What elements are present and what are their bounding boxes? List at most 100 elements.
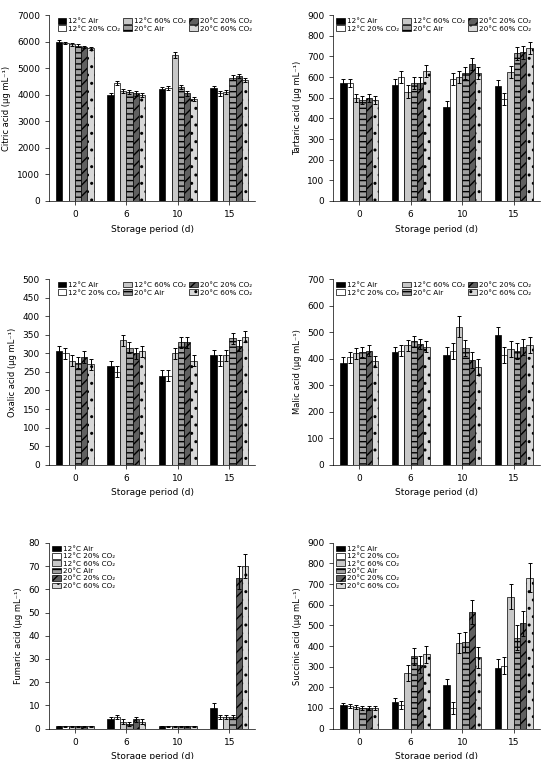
Bar — [347, 706, 353, 729]
Bar — [462, 73, 469, 201]
Bar — [398, 705, 404, 729]
Bar — [235, 578, 242, 729]
Bar — [165, 376, 172, 465]
Bar — [417, 665, 423, 729]
Bar — [398, 77, 404, 201]
Legend: 12°C Air, 12°C 20% CO₂, 12°C 60% CO₂, 20°C Air, 20°C 20% CO₂, 20°C 60% CO₂: 12°C Air, 12°C 20% CO₂, 12°C 60% CO₂, 20… — [57, 17, 253, 33]
Bar — [235, 346, 242, 465]
Bar — [392, 352, 398, 465]
Bar — [132, 354, 139, 465]
Bar — [126, 724, 132, 729]
Bar — [178, 342, 184, 465]
Bar — [114, 717, 120, 729]
Bar — [526, 578, 532, 729]
Legend: 12°C Air, 12°C 20% CO₂, 12°C 60% CO₂, 20°C Air, 20°C 20% CO₂, 20°C 60% CO₂: 12°C Air, 12°C 20% CO₂, 12°C 60% CO₂, 20… — [336, 545, 400, 590]
Bar — [159, 90, 165, 201]
Bar — [392, 85, 398, 201]
Bar — [87, 364, 94, 465]
Bar — [507, 72, 514, 201]
Bar — [126, 92, 132, 201]
Bar — [366, 708, 372, 729]
Bar — [501, 666, 507, 729]
Bar — [404, 345, 411, 465]
Bar — [172, 726, 178, 729]
Bar — [340, 83, 347, 201]
Bar — [56, 351, 62, 465]
Bar — [366, 98, 372, 201]
Bar — [139, 722, 145, 729]
Bar — [462, 642, 469, 729]
Y-axis label: Citric acid (μg mL⁻¹): Citric acid (μg mL⁻¹) — [3, 65, 11, 150]
Bar — [404, 673, 411, 729]
X-axis label: Storage period (d): Storage period (d) — [111, 488, 193, 497]
Y-axis label: Fumaric acid (μg mL⁻¹): Fumaric acid (μg mL⁻¹) — [14, 587, 23, 684]
Bar — [398, 351, 404, 465]
Bar — [359, 352, 366, 465]
Bar — [404, 92, 411, 201]
Bar — [184, 726, 190, 729]
Bar — [139, 95, 145, 201]
Bar — [526, 345, 532, 465]
Bar — [450, 351, 456, 465]
X-axis label: Storage period (d): Storage period (d) — [395, 225, 478, 234]
Bar — [75, 363, 81, 465]
Bar — [456, 643, 462, 729]
Bar — [444, 685, 450, 729]
Bar — [81, 47, 87, 201]
Y-axis label: Succinic acid (μg mL⁻¹): Succinic acid (μg mL⁻¹) — [293, 587, 301, 685]
Bar — [340, 705, 347, 729]
X-axis label: Storage period (d): Storage period (d) — [395, 488, 478, 497]
Bar — [353, 707, 359, 729]
Bar — [242, 80, 249, 201]
Bar — [475, 367, 481, 465]
Bar — [495, 668, 501, 729]
Bar — [217, 717, 223, 729]
Bar — [411, 342, 417, 465]
Bar — [526, 49, 532, 201]
Bar — [56, 42, 62, 201]
Bar — [159, 726, 165, 729]
Bar — [520, 347, 526, 465]
Bar — [462, 348, 469, 465]
Bar — [87, 49, 94, 201]
Bar — [81, 357, 87, 465]
Bar — [126, 348, 132, 465]
Bar — [514, 638, 520, 729]
X-axis label: Storage period (d): Storage period (d) — [111, 752, 193, 759]
Bar — [190, 726, 197, 729]
Bar — [372, 100, 378, 201]
Bar — [62, 43, 69, 201]
X-axis label: Storage period (d): Storage period (d) — [395, 752, 478, 759]
Bar — [359, 708, 366, 729]
Bar — [495, 87, 501, 201]
Bar — [359, 100, 366, 201]
Y-axis label: Tartaric acid (μg mL⁻¹): Tartaric acid (μg mL⁻¹) — [293, 61, 301, 155]
Bar — [69, 361, 75, 465]
Bar — [114, 372, 120, 465]
Bar — [229, 77, 235, 201]
Bar — [353, 354, 359, 465]
Bar — [132, 720, 139, 729]
Bar — [507, 597, 514, 729]
Bar — [229, 339, 235, 465]
Bar — [495, 335, 501, 465]
Bar — [132, 93, 139, 201]
Bar — [69, 726, 75, 729]
Bar — [475, 73, 481, 201]
Bar — [210, 355, 217, 465]
Bar — [501, 354, 507, 465]
Bar — [107, 367, 114, 465]
Bar — [469, 360, 475, 465]
Bar — [469, 612, 475, 729]
Bar — [165, 88, 172, 201]
Bar — [69, 44, 75, 201]
Bar — [235, 76, 242, 201]
Bar — [392, 702, 398, 729]
Bar — [107, 95, 114, 201]
Bar — [107, 720, 114, 729]
Bar — [507, 349, 514, 465]
Legend: 12°C Air, 12°C 20% CO₂, 12°C 60% CO₂, 20°C Air, 20°C 20% CO₂, 20°C 60% CO₂: 12°C Air, 12°C 20% CO₂, 12°C 60% CO₂, 20… — [336, 17, 532, 33]
Bar — [475, 657, 481, 729]
Bar — [242, 566, 249, 729]
Bar — [62, 726, 69, 729]
